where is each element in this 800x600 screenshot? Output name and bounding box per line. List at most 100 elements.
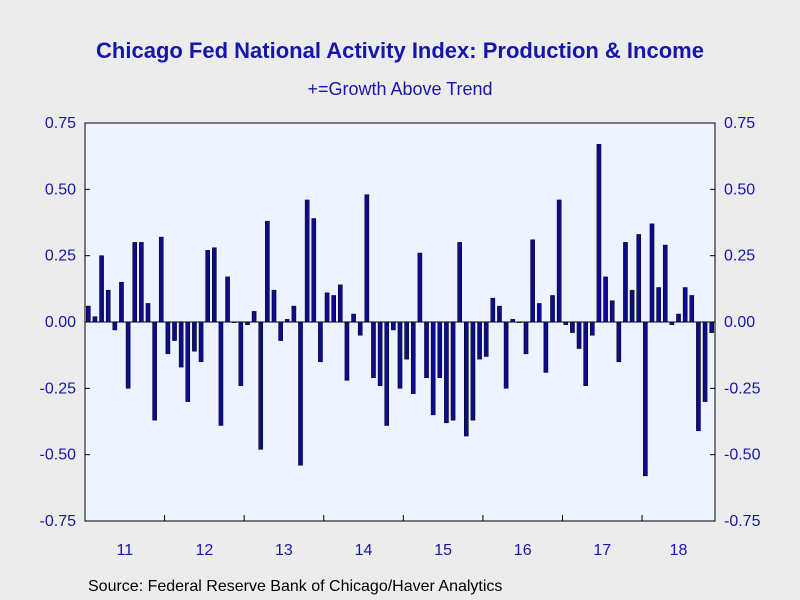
- bar: [231, 321, 237, 323]
- y-tick-label-left: 0.75: [45, 115, 76, 132]
- chart-title: Chicago Fed National Activity Index: Pro…: [96, 38, 704, 63]
- x-tick-label: 17: [593, 542, 611, 559]
- bar: [530, 239, 535, 323]
- bar: [497, 305, 502, 323]
- bar: [590, 321, 595, 336]
- bar: [517, 321, 522, 323]
- bar: [278, 321, 283, 341]
- bars: [86, 143, 714, 477]
- bar: [457, 242, 462, 323]
- bar: [338, 284, 343, 323]
- bar: [417, 252, 423, 323]
- bar: [172, 321, 177, 341]
- bar: [152, 321, 157, 421]
- bar: [523, 321, 529, 355]
- y-tick-label-right: 0.75: [724, 115, 755, 132]
- bar: [205, 250, 210, 323]
- y-tick-label-right: 0.25: [724, 248, 755, 265]
- bar: [198, 321, 204, 363]
- bar: [139, 242, 144, 323]
- y-tick-label-right: -0.75: [724, 513, 761, 530]
- x-tick-label: 13: [275, 542, 293, 559]
- bar: [105, 289, 111, 323]
- bar: [437, 321, 443, 378]
- x-axis: 11 12 13 14 15 16 17 18: [116, 515, 688, 559]
- bar: [563, 321, 569, 325]
- bar: [271, 289, 277, 323]
- bar: [384, 321, 390, 426]
- bar: [371, 321, 376, 378]
- bar: [265, 220, 270, 323]
- bar: [510, 319, 516, 323]
- bar: [218, 321, 224, 426]
- bar: [550, 295, 555, 323]
- bar: [92, 316, 98, 323]
- bar: [576, 321, 582, 349]
- y-tick-label-left: 0.50: [45, 181, 76, 198]
- x-tick-label: 15: [434, 542, 452, 559]
- bar: [112, 321, 118, 331]
- y-tick-label-right: 0.00: [724, 314, 755, 331]
- bar: [444, 321, 449, 424]
- bar: [304, 199, 310, 323]
- bar: [178, 321, 184, 368]
- bar: [311, 218, 317, 323]
- bar: [364, 194, 370, 323]
- y-tick-label-left: -0.25: [40, 380, 77, 397]
- x-tick-label: 12: [196, 542, 214, 559]
- y-tick-label-left: 0.25: [45, 248, 76, 265]
- bar: [623, 242, 628, 323]
- bar: [391, 321, 396, 331]
- bar: [185, 321, 191, 402]
- bar: [696, 321, 701, 432]
- bar: [404, 321, 409, 360]
- bar: [291, 305, 297, 323]
- bar: [284, 319, 290, 323]
- bar: [298, 321, 303, 466]
- bar: [165, 321, 171, 355]
- bar: [669, 321, 675, 325]
- bar: [86, 305, 91, 323]
- bar: [410, 321, 416, 394]
- bar: [570, 321, 575, 333]
- bar: [583, 321, 588, 386]
- y-tick-label-left: 0.00: [45, 314, 76, 331]
- y-tick-label-right: 0.50: [724, 181, 755, 198]
- bar: [251, 311, 257, 323]
- bar: [689, 295, 695, 323]
- bar: [629, 289, 635, 323]
- x-tick-label: 14: [355, 542, 373, 559]
- bar: [556, 199, 562, 323]
- bar: [483, 321, 489, 357]
- y-axis-right: 0.75 0.50 0.25 0.00 -0.25 -0.50 -0.75: [710, 115, 761, 530]
- y-tick-label-right: -0.25: [724, 380, 761, 397]
- bar: [490, 297, 496, 323]
- bar: [450, 321, 456, 421]
- bar: [192, 321, 197, 352]
- bar: [245, 321, 250, 325]
- bar: [99, 255, 104, 323]
- bar: [225, 276, 230, 323]
- bar: [676, 313, 681, 323]
- bar: [132, 242, 138, 323]
- bar: [643, 321, 648, 477]
- bar: [636, 234, 642, 323]
- bar: [536, 303, 542, 323]
- bar: [609, 300, 615, 323]
- bar: [424, 321, 429, 378]
- bar: [351, 313, 356, 323]
- bar: [616, 321, 622, 363]
- source-note: Source: Federal Reserve Bank of Chicago/…: [88, 578, 503, 595]
- bar: [477, 321, 482, 360]
- bar: [212, 247, 217, 323]
- bar: [649, 223, 655, 323]
- bar: [125, 321, 131, 389]
- bar: [158, 236, 164, 323]
- y-tick-label-left: -0.75: [40, 513, 77, 530]
- y-axis-left: 0.75 0.50 0.25 0.00 -0.25 -0.50 -0.75: [40, 115, 90, 530]
- bar: [603, 276, 608, 323]
- bar: [397, 321, 403, 389]
- x-tick-label: 11: [116, 542, 133, 559]
- bar: [324, 292, 330, 323]
